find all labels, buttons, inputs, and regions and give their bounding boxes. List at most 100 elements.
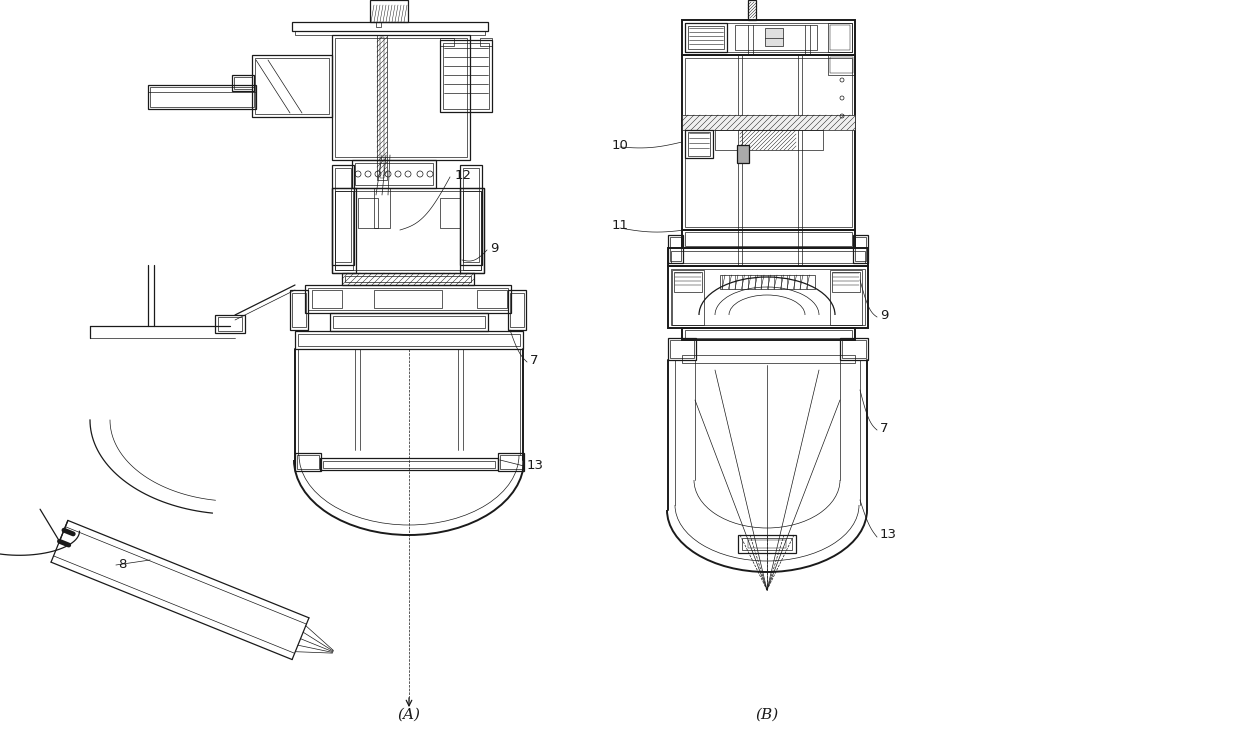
Bar bbox=[376, 22, 381, 27]
Bar bbox=[856, 237, 866, 261]
Bar bbox=[252, 55, 332, 117]
Bar bbox=[765, 28, 782, 46]
Text: 13: 13 bbox=[527, 458, 544, 472]
Text: (B): (B) bbox=[755, 708, 779, 722]
Bar bbox=[682, 355, 856, 363]
Bar bbox=[312, 290, 342, 308]
Bar bbox=[498, 453, 525, 471]
Bar bbox=[460, 188, 484, 273]
Text: 9: 9 bbox=[880, 309, 888, 321]
Bar bbox=[335, 191, 481, 270]
Bar bbox=[330, 313, 489, 331]
Bar bbox=[374, 290, 441, 308]
Bar bbox=[232, 75, 254, 91]
Bar bbox=[377, 35, 387, 180]
Bar bbox=[668, 338, 696, 360]
Bar bbox=[735, 25, 817, 50]
Bar bbox=[671, 269, 866, 325]
Bar bbox=[322, 461, 495, 468]
Bar bbox=[334, 316, 485, 328]
Bar bbox=[682, 230, 856, 248]
Bar bbox=[830, 25, 849, 50]
Bar bbox=[463, 191, 481, 270]
Bar bbox=[684, 58, 852, 227]
Bar bbox=[748, 540, 786, 548]
Bar bbox=[668, 235, 683, 263]
Bar bbox=[682, 20, 856, 55]
Text: 13: 13 bbox=[880, 528, 897, 542]
Bar bbox=[355, 163, 433, 185]
Bar bbox=[440, 198, 460, 228]
Bar bbox=[737, 145, 749, 163]
Bar bbox=[675, 272, 702, 292]
Bar bbox=[295, 31, 485, 35]
Text: 8: 8 bbox=[118, 559, 126, 571]
Bar bbox=[830, 270, 862, 325]
Bar bbox=[148, 85, 255, 109]
Bar bbox=[684, 232, 852, 246]
Bar bbox=[295, 331, 523, 349]
Bar bbox=[215, 315, 246, 333]
Bar bbox=[460, 165, 482, 265]
Bar bbox=[668, 248, 868, 266]
Bar bbox=[463, 168, 479, 262]
Bar bbox=[480, 38, 492, 46]
Bar bbox=[335, 191, 353, 270]
Bar bbox=[748, 0, 756, 20]
Bar bbox=[320, 458, 498, 470]
Bar bbox=[298, 455, 319, 469]
Text: 10: 10 bbox=[613, 139, 629, 152]
Bar bbox=[832, 272, 861, 292]
Bar bbox=[715, 130, 823, 150]
Bar bbox=[684, 23, 727, 52]
Bar bbox=[358, 198, 378, 228]
Bar bbox=[150, 87, 254, 107]
Text: 7: 7 bbox=[880, 422, 889, 435]
Bar bbox=[352, 160, 436, 188]
Bar bbox=[218, 317, 242, 331]
Bar bbox=[305, 285, 511, 313]
Bar bbox=[379, 37, 384, 178]
Bar bbox=[720, 275, 815, 289]
Bar bbox=[342, 273, 474, 285]
Text: 7: 7 bbox=[529, 354, 538, 366]
Bar bbox=[370, 0, 408, 22]
Bar bbox=[684, 130, 713, 158]
Bar bbox=[668, 266, 868, 328]
Bar bbox=[308, 288, 508, 310]
Bar bbox=[291, 22, 489, 31]
Bar bbox=[290, 290, 308, 330]
Bar bbox=[332, 35, 470, 160]
Bar bbox=[842, 340, 866, 358]
Bar bbox=[682, 115, 856, 130]
Bar bbox=[839, 338, 868, 360]
Text: 11: 11 bbox=[613, 218, 629, 231]
Bar bbox=[684, 23, 852, 52]
Bar bbox=[255, 58, 329, 114]
Bar bbox=[440, 40, 492, 112]
Bar bbox=[508, 290, 526, 330]
Bar bbox=[295, 453, 321, 471]
Bar bbox=[684, 330, 852, 338]
Bar bbox=[332, 188, 356, 273]
Bar bbox=[234, 77, 252, 89]
Bar bbox=[830, 57, 853, 73]
Bar bbox=[374, 188, 391, 228]
Bar bbox=[828, 23, 852, 52]
Bar bbox=[853, 235, 868, 263]
Bar bbox=[742, 538, 792, 550]
Bar bbox=[510, 293, 525, 327]
Bar bbox=[670, 237, 681, 261]
Bar bbox=[477, 290, 507, 308]
Bar bbox=[688, 26, 724, 49]
Text: 12: 12 bbox=[455, 169, 472, 181]
Bar bbox=[738, 535, 796, 553]
Text: 9: 9 bbox=[490, 242, 498, 254]
Bar bbox=[440, 38, 454, 46]
Bar bbox=[671, 251, 866, 263]
Bar bbox=[335, 168, 351, 262]
Bar bbox=[332, 188, 484, 273]
Text: (A): (A) bbox=[398, 708, 420, 722]
Bar bbox=[682, 328, 856, 340]
Bar bbox=[670, 340, 694, 358]
